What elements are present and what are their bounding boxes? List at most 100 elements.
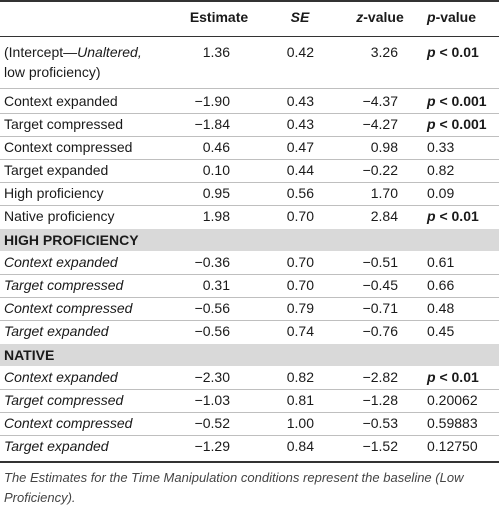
intercept-label-italic: Unaltered, <box>77 44 142 60</box>
row-estimate: −0.52 <box>194 415 230 431</box>
table-row: Context expanded −2.30 0.82 −2.82 p < 0.… <box>0 369 499 392</box>
table-row: Native proficiency 1.98 0.70 2.84 p < 0.… <box>0 208 499 231</box>
p-symbol: p <box>427 116 436 132</box>
row-estimate: 0.46 <box>202 139 230 155</box>
row-se: 0.44 <box>286 162 314 178</box>
row-z: 0.98 <box>370 139 398 155</box>
row-label: Native proficiency <box>4 208 115 224</box>
header-p-suffix: -value <box>435 9 477 25</box>
table-row: Target expanded −1.29 0.84 −1.52 0.12750 <box>0 438 499 461</box>
table-row: Target compressed −1.03 0.81 −1.28 0.200… <box>0 392 499 415</box>
row-estimate: −1.84 <box>194 116 230 132</box>
row-label: Target compressed <box>4 277 124 293</box>
row-p: 0.20062 <box>427 392 478 408</box>
row-divider <box>0 297 499 298</box>
row-p: 0.12750 <box>427 438 478 454</box>
row-estimate: −1.29 <box>194 438 230 454</box>
row-p: p < 0.01 <box>427 208 479 224</box>
row-estimate: −0.56 <box>194 300 230 316</box>
row-divider <box>0 412 499 413</box>
row-estimate: 0.95 <box>202 185 230 201</box>
row-divider <box>0 159 499 160</box>
section-title: NATIVE <box>4 347 55 363</box>
row-divider <box>0 389 499 390</box>
table-row: Context expanded −0.36 0.70 −0.51 0.61 <box>0 254 499 277</box>
row-estimate: 0.10 <box>202 162 230 178</box>
table-header-row: Estimate SE z-value p-value <box>0 4 499 34</box>
header-estimate: Estimate <box>189 9 249 25</box>
row-p: p < 0.001 <box>427 116 487 132</box>
row-divider <box>0 113 499 114</box>
row-label: Context expanded <box>4 254 118 270</box>
row-se: 0.74 <box>286 323 314 339</box>
top-rule <box>0 0 499 2</box>
row-divider <box>0 274 499 275</box>
row-divider <box>0 136 499 137</box>
row-z: −0.76 <box>362 323 398 339</box>
row-p: p < 0.001 <box>427 93 487 109</box>
intercept-se: 0.42 <box>286 44 314 60</box>
row-p: 0.66 <box>427 277 455 293</box>
row-label: Context expanded <box>4 369 118 385</box>
row-se: 0.43 <box>286 116 314 132</box>
row-label: Context compressed <box>4 139 133 155</box>
table-row: Context compressed −0.52 1.00 −0.53 0.59… <box>0 415 499 438</box>
row-se: 0.81 <box>286 392 314 408</box>
row-se: 0.47 <box>286 139 314 155</box>
intercept-label-line1: (Intercept—Unaltered, <box>4 44 184 60</box>
header-p-value: p-value <box>427 9 499 25</box>
table-row: Target compressed 0.31 0.70 −0.45 0.66 <box>0 277 499 300</box>
row-label: Target expanded <box>4 162 109 178</box>
row-se: 0.70 <box>286 277 314 293</box>
table-row: Context compressed 0.46 0.47 0.98 0.33 <box>0 139 499 162</box>
p-symbol: p <box>427 369 436 385</box>
table-row: Target expanded −0.56 0.74 −0.76 0.45 <box>0 323 499 346</box>
table-row: Target expanded 0.10 0.44 −0.22 0.82 <box>0 162 499 185</box>
row-p: 0.48 <box>427 300 455 316</box>
table-footnote: The Estimates for the Time Manipulation … <box>4 470 464 505</box>
row-z: 2.84 <box>370 208 398 224</box>
intercept-label-line2: low proficiency) <box>4 64 101 80</box>
header-se: SE <box>290 9 310 25</box>
table-row-intercept: (Intercept—Unaltered, low proficiency) 1… <box>0 44 499 86</box>
section-title: HIGH PROFICIENCY <box>4 232 139 248</box>
p-symbol: p <box>427 208 436 224</box>
row-label: Context compressed <box>4 415 133 431</box>
row-z: −0.22 <box>362 162 398 178</box>
row-se: 0.82 <box>286 369 314 385</box>
row-estimate: −1.90 <box>194 93 230 109</box>
row-label: Context expanded <box>4 93 118 109</box>
row-label: Target expanded <box>4 323 109 339</box>
row-se: 0.56 <box>286 185 314 201</box>
intercept-label-prefix: (Intercept— <box>4 44 78 60</box>
row-z: −0.45 <box>362 277 398 293</box>
row-label: Context compressed <box>4 300 133 316</box>
row-z: −1.52 <box>362 438 398 454</box>
row-label: Target compressed <box>4 392 124 408</box>
table-row: Context compressed −0.56 0.79 −0.71 0.48 <box>0 300 499 323</box>
row-se: 0.79 <box>286 300 314 316</box>
intercept-z: 3.26 <box>370 44 398 60</box>
row-p: 0.09 <box>427 185 455 201</box>
row-p: 0.82 <box>427 162 455 178</box>
row-label: Target expanded <box>4 438 109 454</box>
row-p: p < 0.01 <box>427 369 479 385</box>
intercept-p-value: < 0.01 <box>439 44 479 60</box>
row-estimate: −2.30 <box>194 369 230 385</box>
row-divider <box>0 182 499 183</box>
row-z: −1.28 <box>362 392 398 408</box>
row-z: −0.71 <box>362 300 398 316</box>
intercept-p-symbol: p <box>427 44 436 60</box>
row-estimate: −1.03 <box>194 392 230 408</box>
row-p: 0.33 <box>427 139 455 155</box>
row-se: 0.43 <box>286 93 314 109</box>
row-z: −4.27 <box>362 116 398 132</box>
row-estimate: 0.31 <box>202 277 230 293</box>
row-p: 0.59883 <box>427 415 478 431</box>
table-row: Target compressed −1.84 0.43 −4.27 p < 0… <box>0 116 499 139</box>
row-estimate: −0.36 <box>194 254 230 270</box>
row-label: Target compressed <box>4 116 124 132</box>
section-header-native: NATIVE <box>0 344 499 366</box>
table-row: High proficiency 0.95 0.56 1.70 0.09 <box>0 185 499 208</box>
